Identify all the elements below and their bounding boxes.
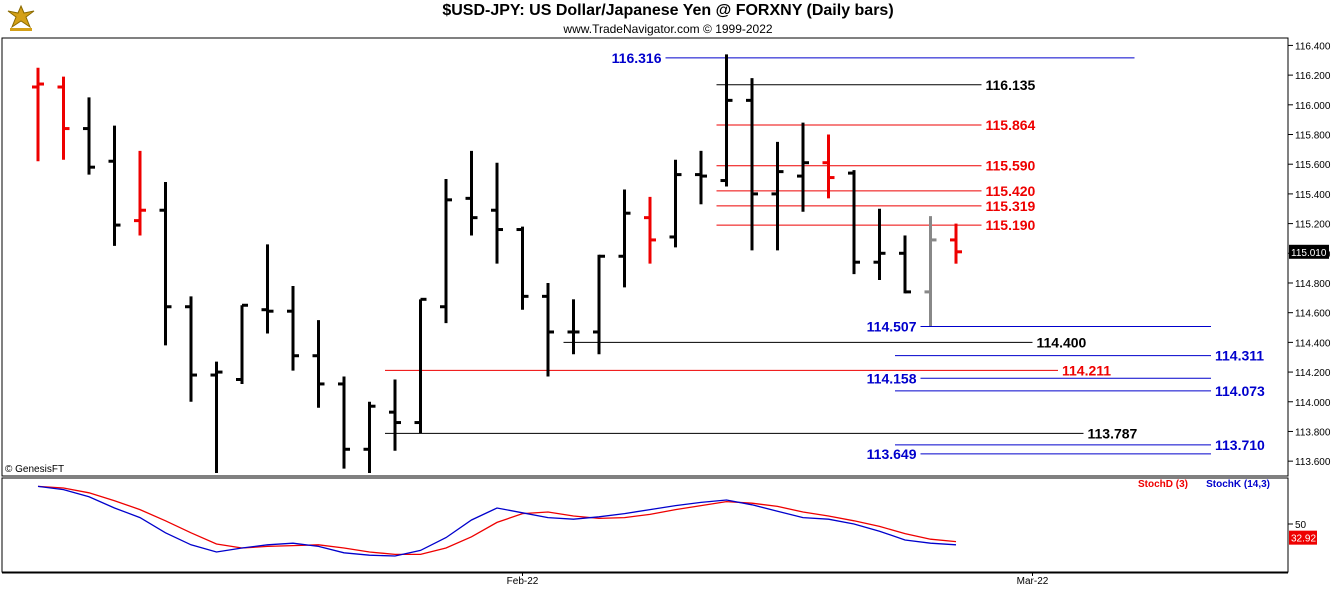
stoch-tick-label: 50 [1295, 520, 1307, 531]
ohlc-bar [32, 67, 44, 162]
ohlc-bar [159, 182, 172, 346]
stoch-plot-frame [1, 477, 1289, 573]
level-label: 114.507 [867, 318, 917, 334]
level-label: 113.787 [1088, 425, 1138, 441]
stoch-k-line [37, 485, 957, 557]
ohlc-bar [899, 235, 911, 294]
level-label: 114.073 [1215, 383, 1265, 399]
ohlc-bar [771, 141, 784, 251]
ohlc-bar [389, 379, 401, 451]
chart-subtitle: www.TradeNavigator.com © 1999-2022 [563, 22, 773, 36]
price-tick-label: 113.800 [1295, 427, 1331, 438]
ohlc-bar [516, 226, 529, 310]
ohlc-bar [414, 297, 427, 433]
level-label: 113.710 [1215, 437, 1265, 453]
ohlc-bar [185, 296, 197, 402]
time-tick-label: Mar-22 [1017, 576, 1049, 587]
price-tick-label: 116.000 [1295, 101, 1331, 112]
stoch-d-line [37, 485, 957, 556]
ohlc-bar [695, 150, 707, 205]
eagle-logo-icon [4, 3, 38, 38]
price-tick-label: 115.800 [1295, 131, 1331, 142]
price-tick-label: 114.800 [1295, 279, 1331, 290]
ohlc-bar [465, 150, 478, 236]
price-tick-label: 114.200 [1295, 368, 1331, 379]
ohlc-bar [491, 162, 503, 264]
chart-title: $USD-JPY: US Dollar/Japanese Yen @ FORXN… [442, 2, 894, 19]
ohlc-bar [746, 78, 758, 251]
ohlc-bar [924, 216, 937, 327]
ohlc-bar [134, 150, 146, 236]
level-label: 114.400 [1037, 334, 1087, 350]
price-tick-label: 114.400 [1295, 338, 1331, 349]
ohlc-bar [822, 134, 835, 199]
ohlc-bar [797, 122, 809, 212]
level-label: 115.319 [986, 198, 1036, 214]
level-label: 115.864 [986, 117, 1036, 133]
level-label: 115.420 [986, 183, 1036, 199]
stoch-legend-d: StochD (3) [1138, 479, 1188, 490]
ohlc-bar [210, 361, 223, 474]
price-tick-label: 114.000 [1295, 398, 1331, 409]
level-label: 116.316 [612, 50, 662, 66]
level-label: 115.590 [986, 158, 1036, 174]
stoch-legend-k: StochK (14,3) [1206, 479, 1270, 490]
ohlc-bar [873, 208, 886, 281]
price-tick-label: 116.400 [1295, 41, 1331, 52]
ohlc-bar [593, 254, 605, 355]
ohlc-bar [720, 54, 733, 187]
ohlc-bar [83, 97, 95, 175]
last-price-label: 115.010 [1291, 248, 1327, 259]
price-plot-frame [1, 37, 1289, 477]
ohlc-bar [363, 401, 376, 474]
last-price-badge [1289, 244, 1329, 259]
ohlc-bar [312, 320, 325, 408]
ohlc-bar [287, 285, 299, 371]
ohlc-bar [618, 189, 631, 288]
ohlc-bar [440, 179, 452, 324]
ohlc-bar [338, 376, 350, 469]
level-label: 114.158 [867, 370, 917, 386]
level-label: 115.190 [986, 217, 1036, 233]
price-tick-label: 115.600 [1295, 160, 1331, 171]
level-label: 114.311 [1215, 348, 1264, 364]
ohlc-bar [108, 125, 121, 246]
stoch-last-label: 32.92 [1291, 534, 1316, 545]
price-tick-label: 115.400 [1295, 190, 1331, 201]
price-panel: 116.400 116.200 116.000 115.800 115.600 115.4… [1, 37, 1331, 477]
price-tick-label: 115.200 [1295, 220, 1331, 231]
level-label: 116.135 [986, 77, 1036, 93]
price-tick-label: 114.600 [1295, 309, 1331, 320]
level-label: 114.211 [1062, 362, 1111, 378]
stoch-last-badge [1289, 530, 1317, 545]
ohlc-bar [848, 170, 860, 275]
time-tick-label: Feb-22 [507, 576, 539, 587]
ohlc-bar [542, 282, 554, 377]
level-label: 113.649 [867, 446, 917, 462]
watermark: © GenesisFT [5, 464, 64, 475]
ohlc-bar [644, 196, 656, 264]
price-tick-label: 113.600 [1295, 457, 1331, 468]
ohlc-bar [261, 244, 274, 334]
ohlc-bar [57, 76, 70, 160]
ohlc-bar [236, 303, 248, 384]
ohlc-bar [567, 299, 580, 355]
ohlc-bar [669, 159, 682, 248]
price-tick-label: 116.200 [1295, 71, 1331, 82]
stochastic-panel: Feb-22 Mar-22 50 32.92 StochD (3) StochK (14,… [1, 477, 1317, 587]
ohlc-bar [950, 223, 962, 264]
